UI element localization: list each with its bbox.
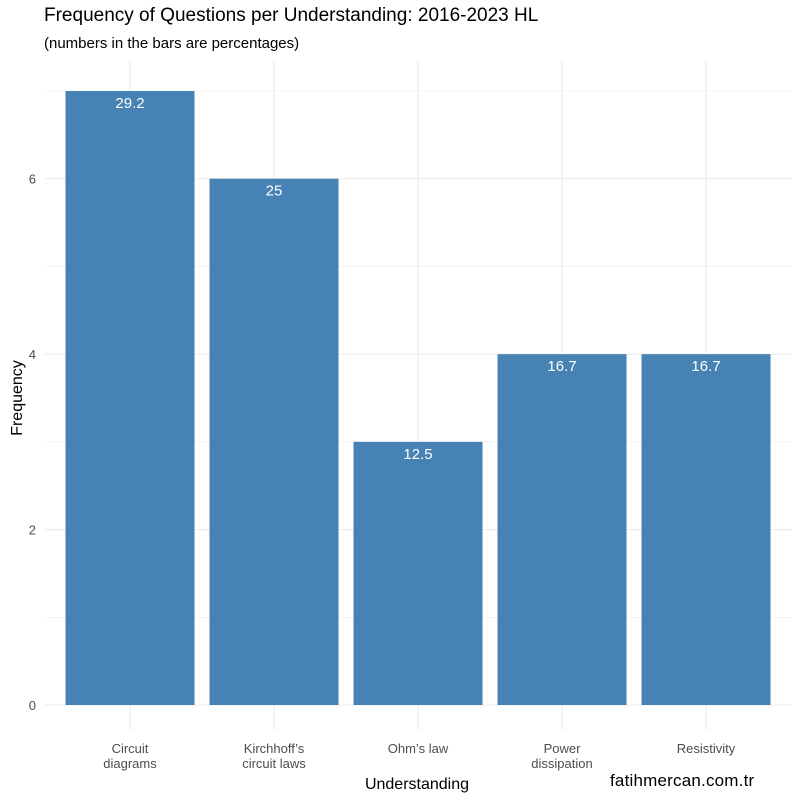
x-tick-label: Power dissipation [531,741,592,771]
y-axis-ticks: 0 2 4 6 [29,172,36,713]
y-tick-label: 2 [29,523,36,538]
y-tick-label: 4 [29,347,36,362]
bar [353,441,483,705]
source-caption: fatihmercan.com.tr [610,771,755,790]
x-axis-ticks: Circuit diagrams Kirchhoff’s circuit laws Oh… [103,741,735,771]
bar-value-label: 12.5 [403,446,432,463]
x-tick-label: Circuit diagrams [103,741,157,771]
x-tick-label: Ohm’s law [388,741,449,756]
bar-value-label: 16.7 [547,358,576,375]
y-tick-label: 0 [29,698,36,713]
chart-title: Frequency of Questions per Understanding… [44,5,539,26]
x-axis-label: Understanding [365,776,469,793]
bars [65,91,771,705]
bar-value-labels: 29.2 25 12.5 16.7 16.7 [115,95,720,463]
bar-value-label: 16.7 [691,358,720,375]
y-tick-label: 6 [29,172,36,187]
y-axis-label: Frequency [9,360,26,436]
x-tick-label: Kirchhoff’s circuit laws [242,741,306,771]
bar [65,91,195,705]
bar [209,178,339,705]
bar [497,354,627,705]
x-tick-label: Resistivity [677,741,736,756]
bar-value-label: 29.2 [115,95,144,112]
bar-value-label: 25 [266,183,283,200]
bar [641,354,771,705]
chart-subtitle: (numbers in the bars are percentages) [44,35,300,52]
